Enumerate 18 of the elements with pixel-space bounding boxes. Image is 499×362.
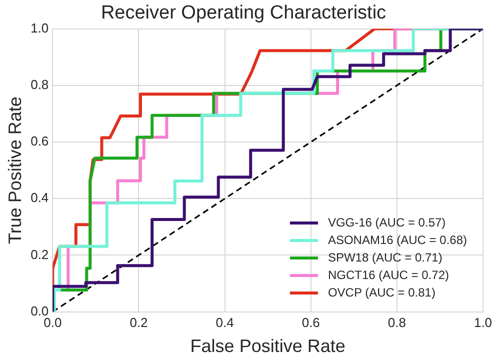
y-tick-label: 0.6 [30, 134, 49, 149]
x-tick-label: 0.6 [302, 315, 320, 330]
y-tick-label: 1.0 [30, 20, 49, 36]
legend-label: VGG-16 (AUC = 0.57) [328, 215, 446, 230]
y-tick-label: 0.2 [30, 246, 49, 262]
y-tick-label: 0.8 [30, 76, 49, 92]
legend-label: OVCP (AUC = 0.81) [328, 285, 436, 300]
legend-label: SPW18 (AUC = 0.71) [328, 250, 442, 264]
legend-label: ASONAM16 (AUC = 0.68) [328, 232, 468, 247]
x-tick-label: 1.0 [474, 315, 492, 330]
legend-label: NGCT16 (AUC = 0.72) [328, 268, 449, 282]
x-tick-label: 0.2 [130, 315, 148, 330]
x-axis-title: False Positive Rate [190, 336, 346, 356]
chart-title: Receiver Operating Characteristic [100, 2, 386, 24]
x-tick-label: 0.4 [216, 315, 234, 330]
y-tick-label: 0.4 [30, 190, 49, 206]
x-tick-label: 0.8 [388, 315, 406, 330]
y-axis-title: True Positive Rate [4, 96, 25, 244]
